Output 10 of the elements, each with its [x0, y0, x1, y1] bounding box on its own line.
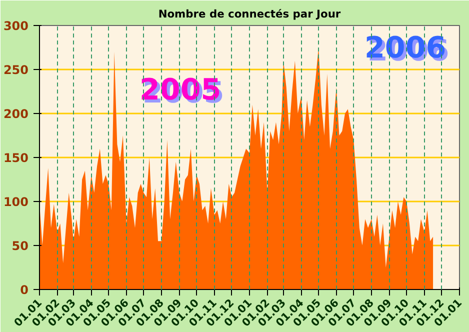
y-tick-label: 50: [12, 239, 29, 253]
annotation: 2005: [142, 76, 224, 110]
annotation: 2006: [368, 34, 450, 68]
y-tick-label: 0: [20, 283, 29, 297]
chart-title: Nombre de connectés par Jour: [158, 8, 342, 20]
y-tick-label: 100: [3, 195, 29, 209]
y-tick-label: 150: [3, 151, 29, 165]
y-tick-label: 250: [3, 63, 29, 77]
y-tick-label: 200: [3, 107, 29, 121]
y-tick-label: 300: [3, 19, 29, 33]
